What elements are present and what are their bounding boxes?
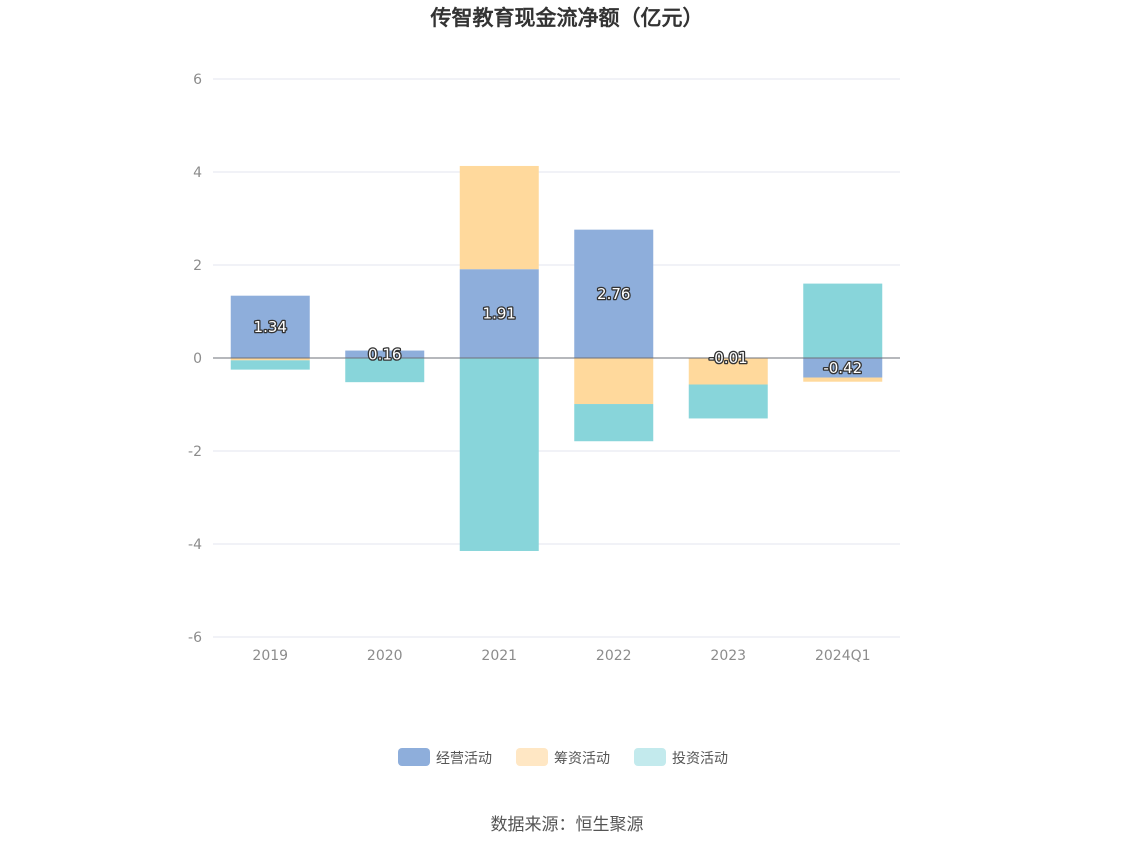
bar-投资活动-2023: [688, 384, 768, 419]
data-labels: 1.34 0.16 1.91 2.76 -0.01 -0.42: [252, 284, 863, 379]
bar-筹资活动-2023: [688, 358, 768, 385]
data-label-2020: 0.16: [368, 345, 401, 363]
data-label-2022: 2.76: [597, 285, 630, 303]
bar-投资活动-2022: [574, 404, 654, 442]
y-tick-label: 2: [193, 258, 202, 274]
y-tick-label: -6: [188, 630, 202, 646]
data-label-2024Q1: -0.42: [823, 359, 862, 377]
bar-投资活动-2024Q1: [803, 283, 883, 358]
y-tick-label: 6: [193, 72, 202, 88]
y-tick-label: 4: [193, 165, 202, 181]
grid-lines: [213, 78, 900, 638]
legend: 经营活动 筹资活动 投资活动: [398, 748, 728, 767]
x-tick-label: 2024Q1: [815, 648, 871, 664]
data-label-2021: 1.91: [483, 305, 516, 323]
bar-经营活动-2024Q1: [803, 358, 883, 378]
bar-筹资活动-2021: [459, 165, 539, 270]
y-tick-label: -4: [188, 537, 202, 553]
y-tick-label: 0: [193, 351, 202, 367]
data-label-2019: 1.34: [254, 318, 287, 336]
data-label-2023: -0.01: [709, 349, 748, 367]
x-tick-label: 2020: [367, 648, 403, 664]
bar-投资活动-2020: [345, 358, 425, 383]
legend-item-投资活动[interactable]: 投资活动: [634, 748, 728, 767]
chart-title: 传智教育现金流净额（亿元）: [430, 6, 704, 30]
y-axis: 6 4 2 0 -2 -4 -6: [188, 72, 202, 646]
legend-item-经营活动[interactable]: 经营活动: [398, 748, 492, 767]
legend-label: 经营活动: [436, 751, 492, 767]
x-tick-label: 2023: [710, 648, 746, 664]
bar-经营活动-2020: [345, 350, 425, 358]
x-tick-label: 2019: [252, 648, 288, 664]
legend-swatch: [516, 748, 548, 766]
bar-筹资活动-2022: [574, 358, 654, 405]
bar-经营活动-2021: [459, 269, 539, 358]
y-tick-label: -2: [188, 444, 202, 460]
legend-label: 投资活动: [672, 751, 728, 767]
x-tick-label: 2022: [596, 648, 632, 664]
bars: [230, 165, 883, 551]
x-axis: 2019 2020 2021 2022 2023 2024Q1: [252, 648, 870, 664]
source-note: 数据来源：恒生聚源: [491, 815, 644, 835]
bar-投资活动-2019: [230, 360, 310, 370]
legend-swatch: [398, 748, 430, 766]
bar-经营活动-2022: [574, 229, 654, 358]
legend-label: 筹资活动: [554, 750, 610, 767]
x-tick-label: 2021: [481, 648, 517, 664]
bar-筹资活动-2019: [230, 358, 310, 361]
legend-swatch: [634, 748, 666, 766]
bar-筹资活动-2024Q1: [803, 377, 883, 382]
legend-item-筹资活动[interactable]: 筹资活动: [516, 748, 610, 767]
bar-经营活动-2019: [230, 295, 310, 358]
bar-投资活动-2021: [459, 358, 539, 551]
